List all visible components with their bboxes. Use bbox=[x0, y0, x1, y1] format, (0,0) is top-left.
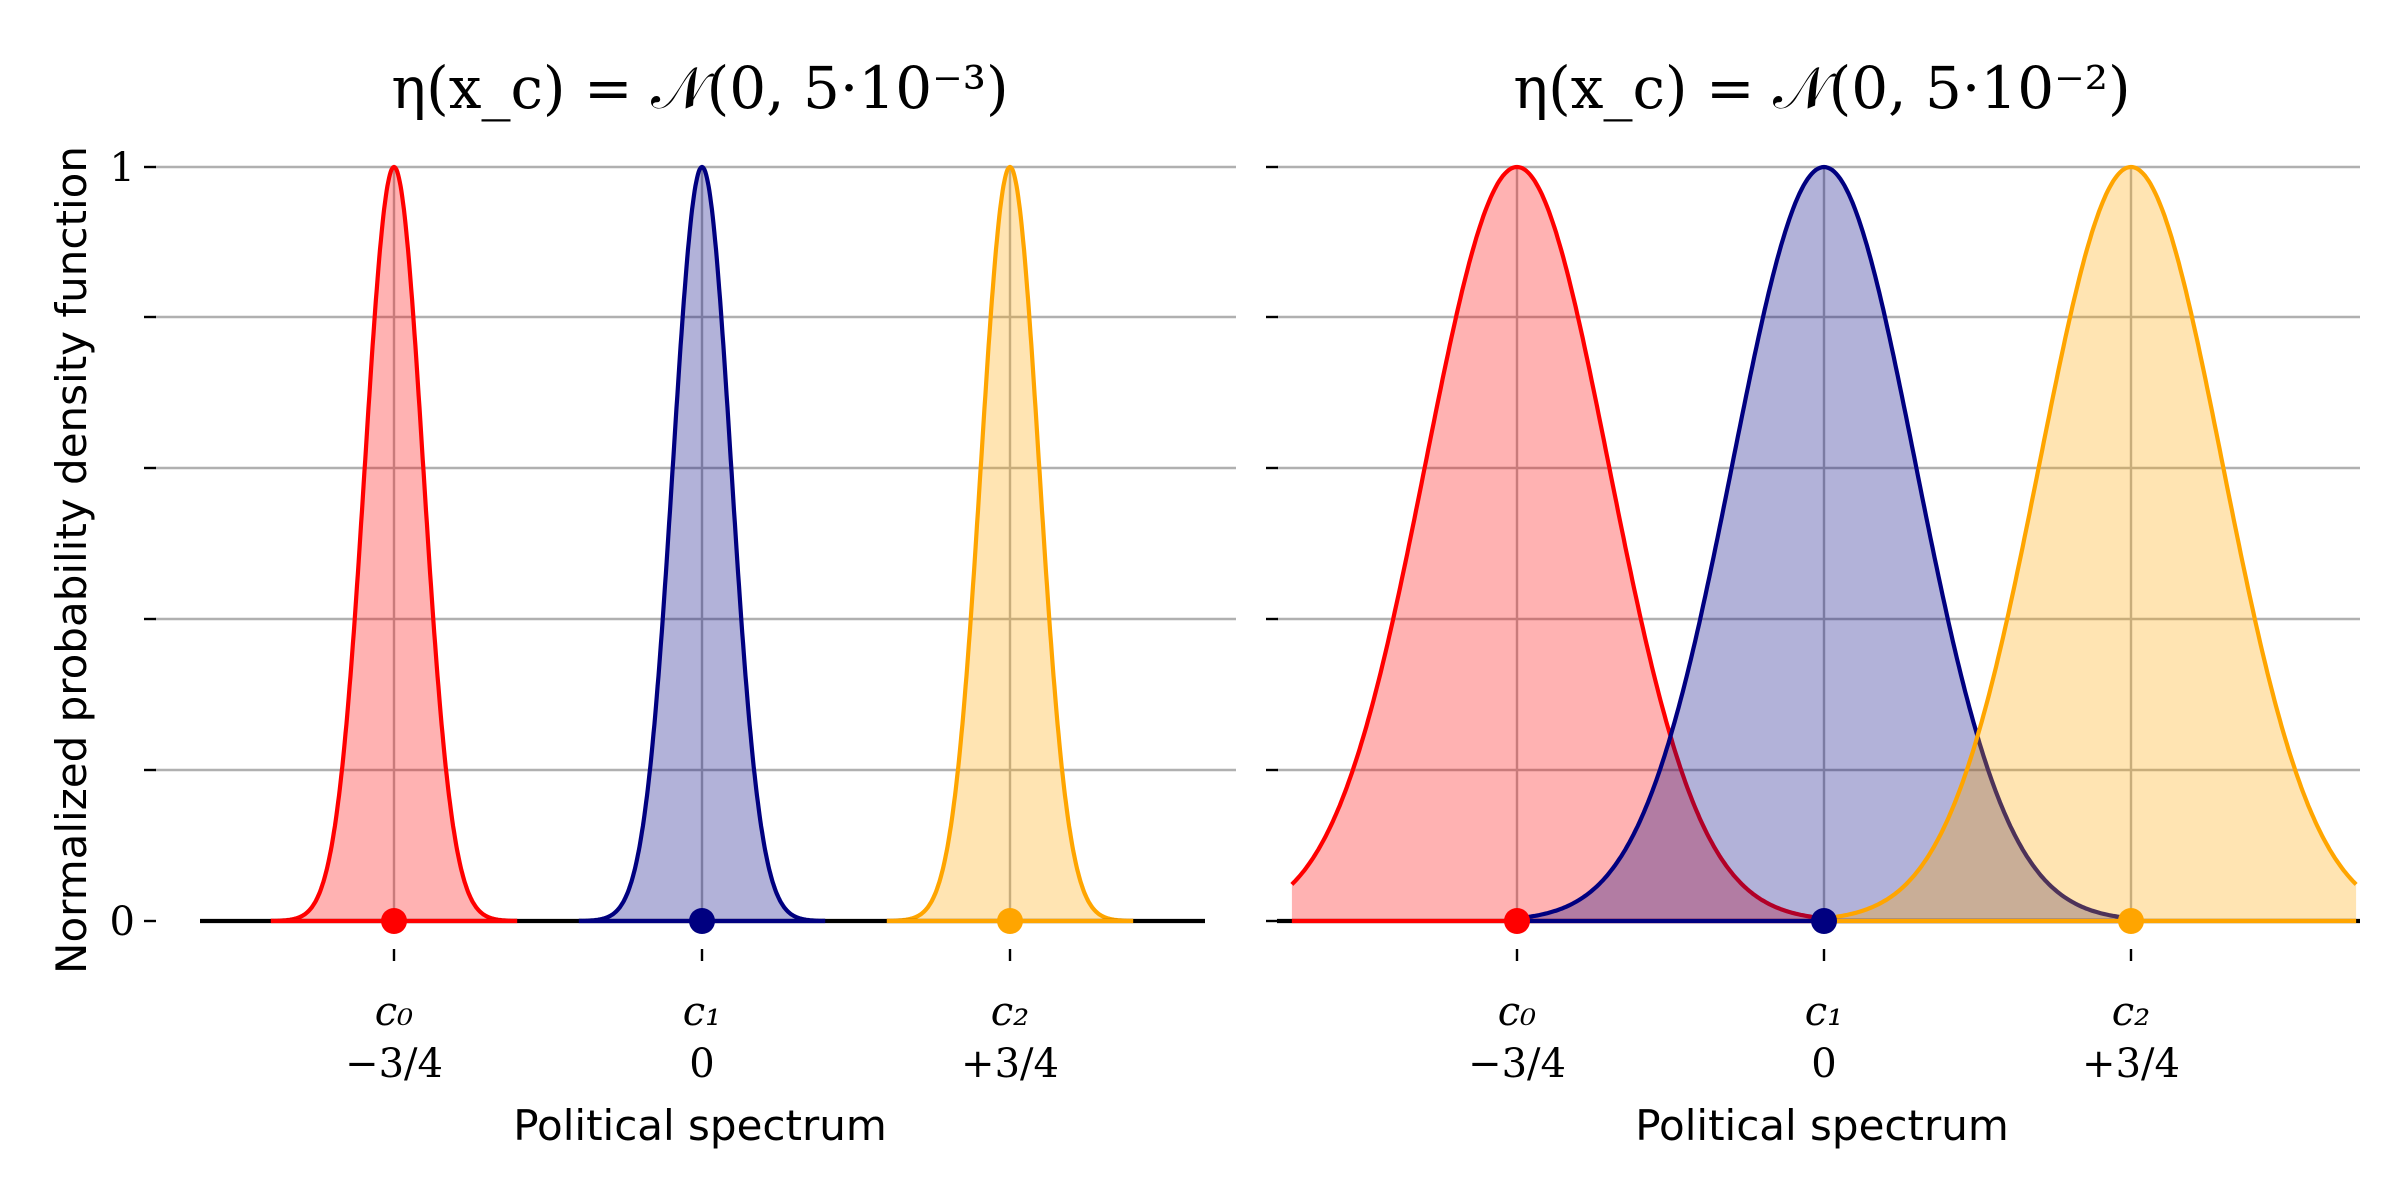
x-tick-label-value: 0 bbox=[1811, 1041, 1836, 1087]
x-tick-label-name: c₀ bbox=[1498, 989, 1536, 1035]
series-line-0 bbox=[270, 164, 518, 923]
y-tick-label: 0 bbox=[110, 899, 135, 945]
series-line-2 bbox=[886, 164, 1134, 923]
series-area-2 bbox=[886, 167, 1134, 921]
x-tick-label-value: −3/4 bbox=[345, 1041, 443, 1087]
center-marker-2 bbox=[997, 908, 1023, 934]
chart-title: η(x_c) = 𝒩(0, 5·10⁻³) bbox=[391, 54, 1008, 122]
x-tick-label-name: c₂ bbox=[2112, 989, 2150, 1035]
center-marker-0 bbox=[1504, 908, 1530, 934]
series-area-1 bbox=[1517, 167, 2131, 921]
series-line-1 bbox=[1516, 164, 2132, 921]
x-tick-label-name: c₂ bbox=[991, 989, 1029, 1035]
center-marker-1 bbox=[1811, 908, 1837, 934]
series-line-2 bbox=[1823, 164, 2358, 921]
x-tick-label-name: c₁ bbox=[683, 989, 721, 1035]
center-marker-2 bbox=[2118, 908, 2144, 934]
y-axis-label: Normalized probability density function bbox=[47, 146, 96, 974]
x-tick-label-value: +3/4 bbox=[2082, 1041, 2180, 1087]
series-area-2 bbox=[1824, 167, 2357, 921]
chart-panel-left: c₀ −3/4 c₁ 0 c₂ +3/4 0 1 η(x_c) = 𝒩(0, 5·10⁻³) Po… bbox=[110, 54, 1236, 1150]
series-area-1 bbox=[578, 167, 826, 921]
center-marker-1 bbox=[689, 908, 715, 934]
series-area-0 bbox=[270, 167, 518, 921]
series-line-1 bbox=[578, 164, 826, 923]
chart-panel-right: c₀ −3/4 c₁ 0 c₂ +3/4 η(x_c) = 𝒩(0, 5·10⁻²) Poli… bbox=[1266, 54, 2360, 1150]
chart-title: η(x_c) = 𝒩(0, 5·10⁻²) bbox=[1513, 54, 2130, 122]
y-tick-label: 1 bbox=[110, 145, 135, 191]
x-tick-label-value: 0 bbox=[689, 1041, 714, 1087]
x-tick-label-name: c₀ bbox=[375, 989, 413, 1035]
series-line-0 bbox=[1290, 164, 1825, 921]
x-tick-label-name: c₁ bbox=[1805, 989, 1843, 1035]
series-area-0 bbox=[1291, 167, 1824, 921]
x-tick-label-value: +3/4 bbox=[961, 1041, 1059, 1087]
x-axis-label: Political spectrum bbox=[1635, 1101, 2009, 1150]
center-marker-0 bbox=[381, 908, 407, 934]
x-tick-label-value: −3/4 bbox=[1468, 1041, 1566, 1087]
x-axis-label: Political spectrum bbox=[513, 1101, 887, 1150]
